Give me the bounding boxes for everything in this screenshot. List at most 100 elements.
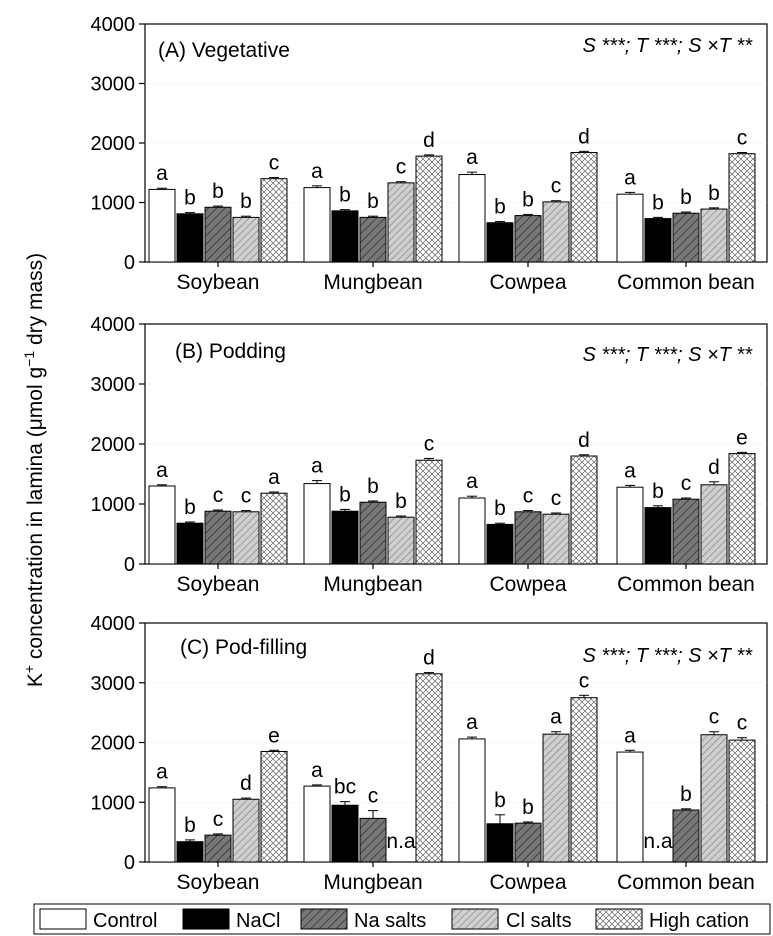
panel-b-cowpea-nacl-bar: [486, 523, 514, 565]
panel-b-mungbean-cl-salts-bar: [387, 516, 415, 565]
panel-c-soybean-cl-salts-bar: [232, 798, 260, 863]
panel-a-mungbean-nacl-bar: [331, 210, 359, 263]
panel-c-cowpea-na-salts-letter: b: [522, 796, 534, 819]
panel-c-mungbean-high-cation-letter: d: [423, 647, 435, 670]
legend-label-control: Control: [93, 910, 157, 932]
panel-a-y-tick-label-3000: 3000: [91, 74, 136, 96]
panel-c-cowpea-control-letter: a: [466, 711, 478, 734]
panel-b: (B) Podding S ***; T ***; S ×T ** 0 1000 2…: [91, 314, 768, 596]
panel-c-common-bean-control-letter: a: [624, 724, 636, 747]
panel-b-y-tick-label-2000: 2000: [91, 434, 136, 456]
panel-c-common-bean-cl-salts-letter: c: [709, 706, 720, 729]
panel-a-mungbean-control-bar: [303, 187, 331, 263]
panel-c: (C) Pod-filling S ***; T ***; S ×T ** 0 1…: [91, 613, 768, 894]
panel-a-soybean-cl-salts-letter: b: [240, 190, 252, 213]
panel-a-soybean-nacl-letter: b: [184, 187, 196, 210]
panel-b-y-tick-label-3000: 3000: [91, 374, 136, 396]
panel-a-category-label-mungbean: Mungbean: [323, 271, 422, 294]
panel-b-soybean-cl-salts-letter: c: [241, 485, 252, 508]
legend-label-na-salts: Na salts: [354, 910, 426, 932]
panel-b-mungbean-nacl-bar: [331, 510, 359, 565]
panel-b-common-bean-high-cation-bar: [728, 453, 756, 565]
panel-b-y-tick-label-0: 0: [124, 554, 135, 576]
panel-b-cowpea-nacl-letter: b: [494, 497, 506, 520]
panel-b-soybean-high-cation-bar: [260, 492, 288, 565]
panel-c-soybean-na-salts-bar: [204, 834, 232, 863]
panel-a-common-bean-cl-salts-bar: [700, 208, 728, 263]
panel-b-y-tick-label-4000: 4000: [91, 314, 136, 336]
panel-a-mungbean-high-cation-bar: [415, 155, 443, 263]
panel-c-cowpea-high-cation-letter: c: [579, 669, 590, 692]
panel-a-common-bean-control-letter: a: [624, 166, 636, 189]
panel-c-y-tick-label-2000: 2000: [91, 733, 136, 755]
panel-a-cowpea-na-salts-bar: [514, 215, 542, 263]
panel-a-mungbean-nacl-letter: b: [339, 184, 351, 207]
panel-a-common-bean-high-cation-letter: c: [737, 127, 748, 150]
panel-b-mungbean-na-salts-bar: [359, 501, 387, 565]
panel-b-categories: Soybean Mungbean Cowpea Common bean: [177, 564, 755, 596]
panel-b-common-bean-nacl-bar: [644, 507, 672, 565]
panel-c-soybean-high-cation-bar: [260, 750, 288, 863]
panel-c-cowpea-cl-salts-bar: [542, 733, 570, 863]
panel-b-common-bean-na-salts-letter: c: [681, 472, 692, 495]
panel-a-cowpea-high-cation-bar: [570, 152, 598, 263]
panel-a-stats: S ***; T ***; S ×T **: [582, 35, 753, 57]
panel-c-category-label-soybean: Soybean: [177, 871, 260, 894]
panel-a-common-bean-cl-salts-letter: b: [708, 182, 720, 205]
legend-swatch-high-cation: [595, 908, 643, 930]
panel-a-y-ticks: 0 1000 2000 3000 4000: [91, 14, 767, 274]
legend-swatch-cl-salts: [451, 908, 499, 930]
panel-a-cowpea-control-bar: [458, 174, 486, 263]
panel-a-mungbean-cl-salts-bar: [387, 182, 415, 263]
panel-b-soybean-control-letter: a: [156, 459, 168, 482]
panel-c-common-bean-high-cation-letter: c: [737, 712, 748, 735]
panel-b-category-label-soybean: Soybean: [177, 573, 260, 596]
panel-c-cowpea-nacl-bar: [486, 823, 514, 863]
panel-c-cowpea-nacl-letter: b: [494, 789, 506, 812]
panel-b-cowpea-na-salts-bar: [514, 511, 542, 565]
panel-a-category-label-soybean: Soybean: [177, 271, 260, 294]
panel-c-categories: Soybean Mungbean Cowpea Common bean: [177, 862, 755, 894]
panel-c-common-bean-high-cation-bar: [728, 739, 756, 863]
panel-b-mungbean-control-letter: a: [311, 455, 323, 478]
panel-b-y-ticks: 0 1000 2000 3000 4000: [91, 314, 767, 576]
panel-a-y-tick-label-0: 0: [124, 252, 135, 274]
panel-b-cowpea-high-cation-bar: [570, 455, 598, 565]
panel-c-stats: S ***; T ***; S ×T **: [582, 645, 753, 667]
panel-b-mungbean-high-cation-bar: [415, 459, 443, 565]
panel-b-mungbean-na-salts-letter: b: [367, 475, 379, 498]
panel-c-mungbean-nacl-bar: [331, 804, 359, 863]
panel-c-mungbean-na-salts-letter: c: [368, 785, 379, 808]
panel-c-soybean-control-letter: a: [156, 761, 168, 784]
panel-c-mungbean-control-letter: a: [311, 759, 323, 782]
legend-label-nacl: NaCl: [236, 910, 280, 932]
panel-c-common-bean-cl-salts-bar: [700, 734, 728, 863]
panel-a-common-bean-control-bar: [616, 193, 644, 263]
legend-swatch-control: [39, 908, 87, 930]
legend: Control NaCl Na salts Cl salts High cati…: [33, 903, 771, 935]
panel-c-common-bean-control-bar: [616, 751, 644, 863]
panel-b-mungbean-high-cation-letter: c: [424, 432, 435, 455]
panel-a-y-tick-label-2000: 2000: [91, 133, 136, 155]
panel-c-y-tick-label-3000: 3000: [91, 673, 136, 695]
panel-a-soybean-na-salts-letter: b: [212, 180, 224, 203]
panel-c-cowpea-cl-salts-letter: a: [550, 706, 562, 729]
panel-b-common-bean-na-salts-bar: [672, 498, 700, 565]
panel-a-cowpea-nacl-bar: [486, 222, 514, 263]
panel-c-cowpea-control-bar: [458, 738, 486, 863]
panel-a-common-bean-high-cation-bar: [728, 153, 756, 263]
panel-b-category-label-mungbean: Mungbean: [323, 573, 422, 596]
panel-a-mungbean-cl-salts-letter: c: [396, 156, 407, 179]
panel-a-cowpea-cl-salts-letter: c: [551, 175, 562, 198]
panel-c-cowpea-na-salts-bar: [514, 822, 542, 863]
panel-a-soybean-cl-salts-bar: [232, 216, 260, 263]
panel-a-soybean-control-bar: [148, 188, 176, 263]
panel-b-soybean-cl-salts-bar: [232, 511, 260, 565]
panel-c-common-bean-na-salts-bar: [672, 809, 700, 863]
panel-b-common-bean-control-bar: [616, 486, 644, 565]
panel-b-category-label-common-bean: Common bean: [617, 573, 755, 596]
